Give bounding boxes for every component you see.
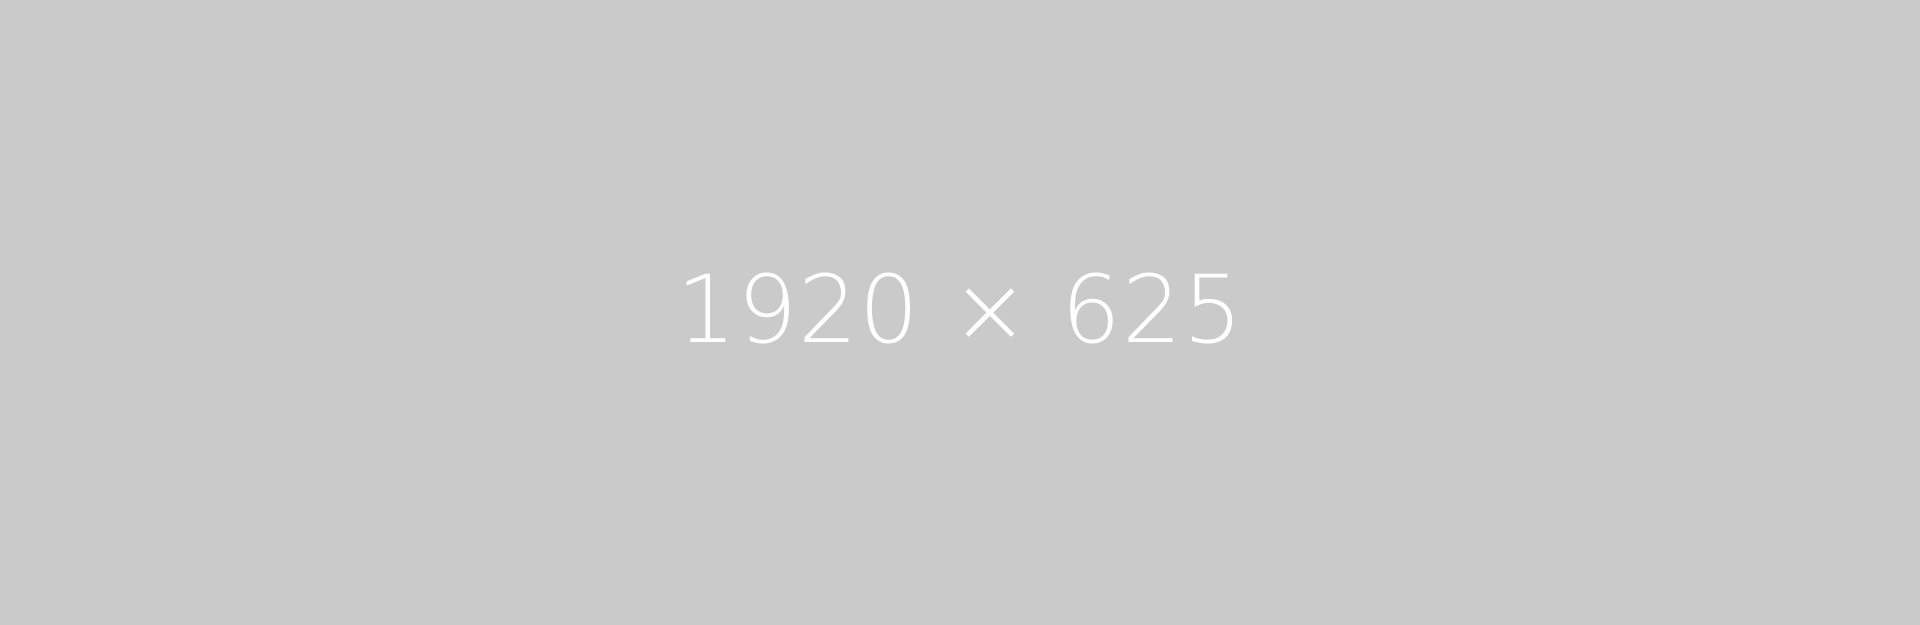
- placeholder-dimensions-label: 1920 × 625: [676, 255, 1244, 365]
